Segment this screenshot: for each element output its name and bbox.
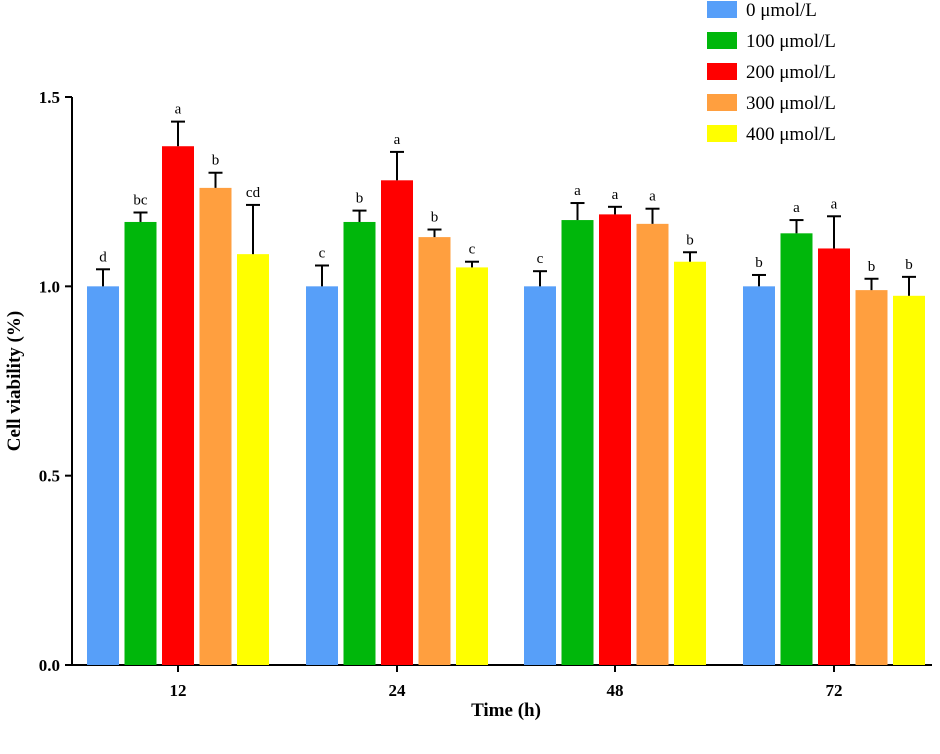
bar [124,221,157,665]
significance-label: a [612,187,619,203]
y-tick-label: 0.0 [39,656,60,675]
bar [780,233,813,665]
significance-label: a [649,189,656,205]
significance-label: c [319,246,326,262]
y-tick-label: 0.5 [39,467,60,486]
significance-label: b [212,153,220,169]
legend-swatch [707,32,737,49]
bar [855,290,888,665]
bar [674,261,706,665]
y-tick-label: 1.0 [39,277,60,296]
legend-label: 200 μmol/L [746,62,836,83]
legend-swatch [707,125,737,142]
bar [524,286,556,665]
bar [636,223,669,665]
bar [743,286,775,665]
bar [893,295,925,665]
x-tick-label: 48 [607,681,624,700]
bar [818,248,850,665]
x-tick-label: 12 [170,681,187,700]
significance-label: d [99,249,107,265]
significance-label: bc [133,192,148,208]
significance-label: a [793,200,800,216]
bar [199,187,232,665]
x-axis-title: Time (h) [471,700,541,721]
bar [561,220,594,666]
bar [306,286,338,665]
significance-label: a [175,102,182,118]
legend: 0 μmol/L 100 μmol/L 200 μmol/L 300 μmol/L 40… [707,0,836,145]
significance-label: b [755,255,763,271]
bar [381,180,413,665]
bar [162,146,194,665]
legend-label: 100 μmol/L [746,31,836,52]
x-tick-label: 24 [389,681,407,700]
significance-label: b [868,259,876,275]
significance-label: cd [246,185,261,201]
bar [343,221,376,665]
y-tick-label: 1.5 [39,88,60,107]
significance-label: b [431,210,439,226]
legend-label: 0 μmol/L [746,0,817,21]
bar [418,237,451,665]
y-axis-title: Cell viability (%) [4,311,25,451]
legend-label: 400 μmol/L [746,124,836,145]
bar [599,214,631,666]
significance-label: c [469,242,476,258]
x-tick-label: 72 [826,681,843,700]
significance-label: b [905,257,913,273]
legend-swatch [707,94,737,111]
bar [87,286,119,665]
significance-label: a [394,132,401,148]
legend-label: 300 μmol/L [746,93,836,114]
significance-label: b [686,232,694,248]
significance-label: b [356,191,364,207]
significance-label: c [537,251,544,267]
legend-swatch [707,1,737,18]
legend-swatch [707,63,737,80]
significance-label: a [574,183,581,199]
bar [456,267,488,665]
bar [237,254,269,665]
significance-label: a [831,196,838,212]
